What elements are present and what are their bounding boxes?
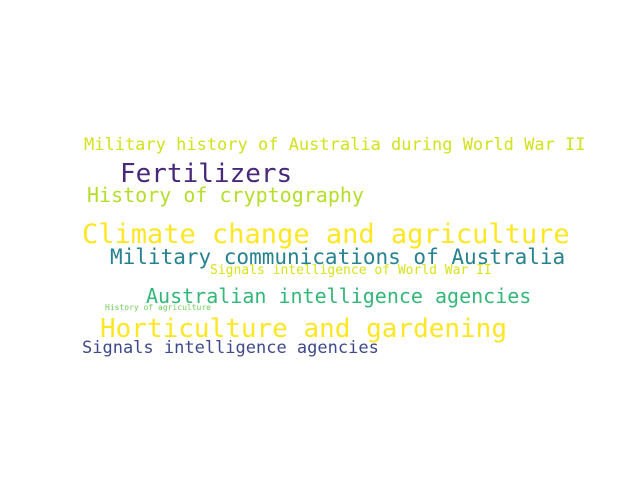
word-fertilizers: Fertilizers (120, 159, 293, 189)
word-military-communications-australia: Military communications of Australia (110, 245, 566, 269)
word-horticulture-gardening: Horticulture and gardening (100, 314, 507, 344)
word-history-of-cryptography: History of cryptography (87, 183, 364, 207)
word-military-history-australia-ww2: Military history of Australia during Wor… (84, 135, 586, 155)
word-australian-intelligence-agencies: Australian intelligence agencies (146, 284, 532, 308)
word-history-of-agriculture: History of agriculture (105, 303, 211, 312)
word-signals-intelligence-agencies: Signals intelligence agencies (82, 338, 379, 358)
word-climate-change-agriculture: Climate change and agriculture (82, 219, 570, 250)
word-signals-intelligence-ww2: Signals intelligence of World War II (210, 263, 492, 278)
